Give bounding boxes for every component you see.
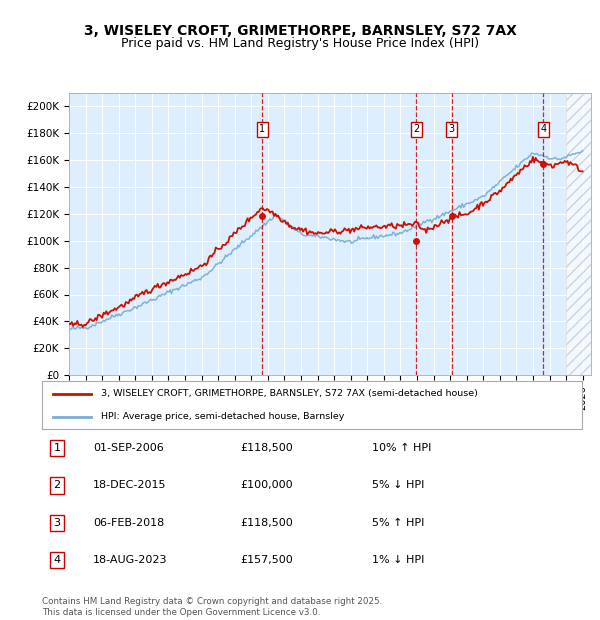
Text: HPI: Average price, semi-detached house, Barnsley: HPI: Average price, semi-detached house,… <box>101 412 345 422</box>
Text: 2: 2 <box>53 480 61 490</box>
Text: £100,000: £100,000 <box>240 480 293 490</box>
Text: 18-DEC-2015: 18-DEC-2015 <box>93 480 167 490</box>
Text: 2: 2 <box>413 124 419 135</box>
Text: 3: 3 <box>449 124 455 135</box>
Text: 3, WISELEY CROFT, GRIMETHORPE, BARNSLEY, S72 7AX (semi-detached house): 3, WISELEY CROFT, GRIMETHORPE, BARNSLEY,… <box>101 389 478 398</box>
Text: 10% ↑ HPI: 10% ↑ HPI <box>372 443 431 453</box>
Text: 4: 4 <box>541 124 547 135</box>
Text: 18-AUG-2023: 18-AUG-2023 <box>93 555 167 565</box>
Text: 1% ↓ HPI: 1% ↓ HPI <box>372 555 424 565</box>
Text: 3: 3 <box>53 518 61 528</box>
Text: £118,500: £118,500 <box>240 518 293 528</box>
Text: £157,500: £157,500 <box>240 555 293 565</box>
Text: £118,500: £118,500 <box>240 443 293 453</box>
Text: 1: 1 <box>53 443 61 453</box>
Bar <box>566 93 591 375</box>
Text: Contains HM Land Registry data © Crown copyright and database right 2025.
This d: Contains HM Land Registry data © Crown c… <box>42 598 382 617</box>
Text: 06-FEB-2018: 06-FEB-2018 <box>93 518 164 528</box>
Text: 4: 4 <box>53 555 61 565</box>
Text: Price paid vs. HM Land Registry's House Price Index (HPI): Price paid vs. HM Land Registry's House … <box>121 37 479 50</box>
Text: 01-SEP-2006: 01-SEP-2006 <box>93 443 164 453</box>
Text: 5% ↓ HPI: 5% ↓ HPI <box>372 480 424 490</box>
Text: 1: 1 <box>259 124 265 135</box>
Text: 5% ↑ HPI: 5% ↑ HPI <box>372 518 424 528</box>
Text: 3, WISELEY CROFT, GRIMETHORPE, BARNSLEY, S72 7AX: 3, WISELEY CROFT, GRIMETHORPE, BARNSLEY,… <box>83 24 517 38</box>
